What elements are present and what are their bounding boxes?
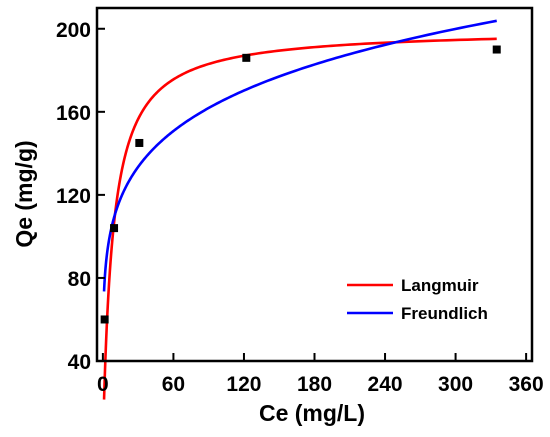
legend: Langmuir Freundlich bbox=[347, 276, 488, 323]
legend-label-langmuir: Langmuir bbox=[401, 276, 479, 295]
data-point bbox=[100, 315, 109, 324]
data-point bbox=[135, 138, 144, 147]
y-tick-label: 200 bbox=[56, 19, 91, 42]
y-tick-label: 120 bbox=[56, 185, 91, 208]
x-tick-label: 240 bbox=[368, 373, 403, 396]
fit-curves bbox=[102, 19, 497, 400]
y-tick-label: 160 bbox=[56, 102, 91, 125]
data-points bbox=[100, 45, 501, 324]
data-point bbox=[492, 45, 501, 54]
x-tick-label: 180 bbox=[297, 373, 332, 396]
y-tick-label: 40 bbox=[68, 351, 91, 374]
x-tick-label: 60 bbox=[162, 373, 185, 396]
y-tick-label: 80 bbox=[68, 268, 91, 291]
x-tick-label: 360 bbox=[509, 373, 544, 396]
freundlich-curve bbox=[102, 19, 497, 292]
x-axis-title: Ce (mg/L) bbox=[259, 400, 365, 426]
y-axis-title: Qe (mg/g) bbox=[11, 140, 37, 247]
x-tick-label: 300 bbox=[438, 373, 473, 396]
axes: 0 60 120 180 240 300 360 40 80 120 160 200 bbox=[56, 6, 544, 396]
data-point bbox=[110, 224, 119, 233]
x-tick-label: 120 bbox=[226, 373, 261, 396]
legend-label-freundlich: Freundlich bbox=[401, 304, 488, 323]
data-point bbox=[242, 53, 251, 62]
langmuir-curve bbox=[102, 37, 497, 400]
x-tick-label: 0 bbox=[97, 373, 109, 396]
